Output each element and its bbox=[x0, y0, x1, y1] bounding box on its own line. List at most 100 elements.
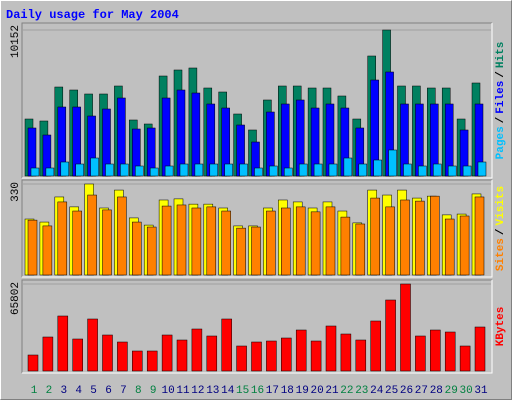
x-tick-label: 24 bbox=[370, 385, 384, 397]
bar bbox=[444, 331, 456, 372]
bar bbox=[239, 163, 248, 177]
bar bbox=[206, 335, 218, 372]
bar bbox=[415, 103, 424, 177]
bar bbox=[444, 218, 455, 276]
bar bbox=[447, 165, 457, 177]
bar bbox=[284, 167, 293, 177]
bar bbox=[161, 205, 172, 276]
legend-entry: Sites bbox=[495, 238, 507, 271]
bar bbox=[191, 207, 202, 276]
bar bbox=[430, 195, 440, 276]
bar bbox=[191, 328, 203, 372]
legend-entry: Files bbox=[495, 81, 507, 114]
panel-shadow bbox=[21, 179, 492, 277]
bar bbox=[72, 210, 82, 276]
bar bbox=[164, 165, 174, 177]
x-tick-label: 6 bbox=[105, 385, 112, 397]
bar bbox=[27, 354, 39, 372]
y-tick-label: 65802 bbox=[10, 282, 22, 315]
x-tick-label: 16 bbox=[251, 385, 264, 397]
x-tick-label: 22 bbox=[340, 385, 353, 397]
x-tick-label: 3 bbox=[60, 385, 67, 397]
bar bbox=[87, 318, 98, 372]
bar bbox=[146, 350, 158, 372]
x-tick-label: 15 bbox=[236, 385, 249, 397]
bar bbox=[328, 163, 338, 177]
bar bbox=[403, 163, 412, 177]
y-tick-label: 330 bbox=[10, 182, 22, 202]
bar bbox=[474, 326, 486, 372]
bar bbox=[281, 337, 292, 372]
bar bbox=[221, 318, 232, 372]
bar bbox=[176, 339, 188, 372]
legend: Sites / Visits bbox=[495, 186, 507, 271]
bar bbox=[251, 226, 261, 276]
bar bbox=[355, 339, 367, 372]
x-tick-label: 5 bbox=[90, 385, 97, 397]
bar bbox=[462, 165, 472, 177]
x-tick-label: 29 bbox=[445, 385, 458, 397]
legend-entry: Pages bbox=[495, 126, 507, 159]
x-tick-label: 26 bbox=[400, 385, 413, 397]
bar bbox=[340, 216, 351, 276]
chart-title: Daily usage for May 2004 bbox=[6, 8, 179, 22]
bar bbox=[400, 283, 411, 372]
bar bbox=[358, 163, 368, 177]
bar bbox=[325, 206, 336, 276]
bar bbox=[209, 163, 219, 177]
bar bbox=[298, 163, 308, 177]
bar bbox=[206, 206, 217, 276]
bar bbox=[266, 210, 276, 276]
bar bbox=[117, 196, 127, 276]
bar bbox=[191, 92, 201, 177]
bar bbox=[176, 89, 186, 177]
bar bbox=[117, 341, 128, 372]
legend: KBytes bbox=[495, 307, 507, 347]
x-tick-label: 2 bbox=[46, 385, 53, 397]
bar bbox=[477, 161, 487, 177]
x-tick-label: 8 bbox=[135, 385, 142, 397]
bar bbox=[251, 341, 262, 372]
bar bbox=[194, 163, 204, 177]
bar bbox=[313, 163, 323, 177]
x-tick-label: 27 bbox=[415, 385, 428, 397]
bar bbox=[269, 165, 278, 177]
x-tick-label: 31 bbox=[474, 385, 488, 397]
x-tick-label: 19 bbox=[296, 385, 309, 397]
x-tick-label: 25 bbox=[385, 385, 398, 397]
bar bbox=[310, 211, 321, 276]
x-tick-label: 7 bbox=[120, 385, 127, 397]
x-tick-label: 18 bbox=[281, 385, 294, 397]
legend-separator: / bbox=[495, 228, 507, 235]
panel-shadow bbox=[21, 279, 492, 373]
x-tick-label: 12 bbox=[191, 385, 204, 397]
x-tick-label: 28 bbox=[430, 385, 443, 397]
bar bbox=[45, 167, 55, 177]
bar bbox=[176, 204, 187, 276]
bar bbox=[60, 161, 70, 177]
bar bbox=[415, 335, 426, 372]
bar bbox=[400, 199, 410, 276]
bar bbox=[281, 103, 290, 177]
bar bbox=[343, 157, 353, 177]
bar bbox=[90, 157, 99, 177]
bar bbox=[149, 167, 159, 177]
x-tick-label: 21 bbox=[325, 385, 339, 397]
legend-entry: Hits bbox=[495, 42, 507, 68]
bar bbox=[254, 167, 263, 177]
legend-separator: / bbox=[495, 116, 507, 123]
bar bbox=[224, 163, 233, 177]
bar bbox=[75, 163, 84, 177]
panel-highlight bbox=[22, 280, 493, 374]
legend: Pages / Files / Hits bbox=[495, 42, 507, 160]
bar bbox=[340, 333, 352, 372]
bar bbox=[373, 159, 382, 177]
bar bbox=[388, 149, 397, 177]
bar bbox=[433, 163, 442, 177]
bar bbox=[132, 350, 143, 372]
bar bbox=[42, 225, 53, 276]
bar bbox=[102, 334, 113, 372]
